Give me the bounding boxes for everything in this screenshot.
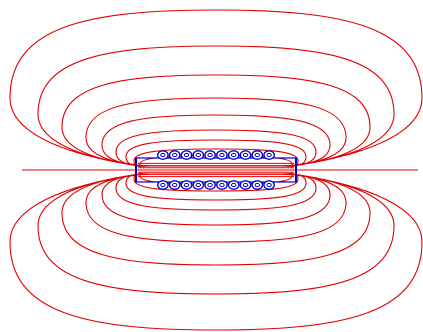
coil-top-turn-core xyxy=(266,152,272,158)
coil-top-turn-core xyxy=(254,152,260,158)
coil-top-turn-core xyxy=(231,152,237,158)
field-line-lower xyxy=(115,173,317,211)
coil-top-turn xyxy=(263,150,275,160)
coil-bottom-turn-core xyxy=(160,182,166,188)
field-line-upper xyxy=(9,9,423,167)
coil-bottom-turn-core xyxy=(219,182,225,188)
coil-top-turn xyxy=(204,150,216,160)
field-line-lower xyxy=(85,173,347,243)
coil-top-turn-core xyxy=(160,152,166,158)
coil-bottom-turn xyxy=(251,180,264,190)
coil-top-turn xyxy=(192,150,205,160)
field-line-upper xyxy=(115,129,317,167)
coil-top-turn xyxy=(227,150,240,160)
coil-top-turn xyxy=(157,150,169,160)
coil-bottom-turn-core xyxy=(195,182,202,188)
coil-bottom-turn-core xyxy=(183,182,190,188)
coil-top-turn xyxy=(168,150,181,160)
coil-bottom-turn xyxy=(216,180,228,190)
coil-row-top xyxy=(157,150,275,160)
coil-top-turn xyxy=(216,150,228,160)
field-line-lower xyxy=(101,173,331,226)
coil-bottom-turn xyxy=(157,180,169,190)
coil-top-turn-core xyxy=(207,152,213,158)
field-line-upper xyxy=(37,45,395,167)
field-line-lower xyxy=(125,173,307,201)
coil-bottom-turn xyxy=(180,180,193,190)
coil-bottom-turn xyxy=(227,180,240,190)
coil-bottom-turn xyxy=(192,180,205,190)
field-line-lower xyxy=(133,173,299,192)
coil-bottom-turn xyxy=(204,180,216,190)
coil-bottom-turn-core xyxy=(207,182,213,188)
field-line-upper xyxy=(125,139,307,167)
coil-bottom-turn-core xyxy=(231,182,237,188)
field-line-lower xyxy=(9,173,423,331)
coil-top-turn-core xyxy=(242,152,249,158)
field-line-upper xyxy=(133,148,299,167)
coil-bottom-turn-core xyxy=(266,182,272,188)
field-line-upper xyxy=(85,97,347,167)
field-lines-group xyxy=(9,9,423,331)
coil-top-turn-core xyxy=(219,152,225,158)
coil-top-turn-core xyxy=(195,152,202,158)
coil-bottom-turn xyxy=(263,180,275,190)
field-line-lower xyxy=(61,173,371,266)
field-line-lower xyxy=(37,173,395,295)
coil-top-turn-core xyxy=(172,152,178,158)
coil-row-bottom xyxy=(157,180,275,190)
coil-bottom-turn-core xyxy=(172,182,178,188)
coil-bottom-turn xyxy=(168,180,181,190)
field-line-upper xyxy=(101,114,331,167)
coil-top-turn xyxy=(180,150,193,160)
coil-bottom-turn-core xyxy=(242,182,249,188)
coil-top-turn xyxy=(239,150,252,160)
coil-top-turn-core xyxy=(183,152,190,158)
field-line-upper xyxy=(61,74,371,167)
coil-top-turn xyxy=(251,150,264,160)
coil-bottom-turn xyxy=(239,180,252,190)
solenoid xyxy=(135,157,297,183)
coil-bottom-turn-core xyxy=(254,182,260,188)
